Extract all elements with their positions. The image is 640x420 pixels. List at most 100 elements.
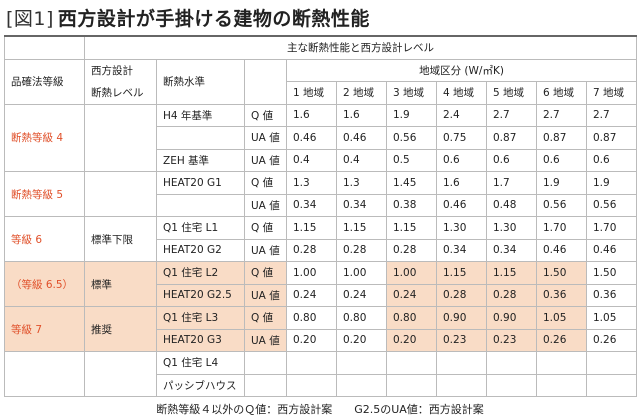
metric: UA 値 bbox=[244, 126, 287, 150]
table-row: HEAT20 G2 UA 値 0.28 0.28 0.28 0.34 0.34 0.46 0.4… bbox=[5, 238, 638, 262]
header-span-title: 主な断熱性能と西方設計レベル bbox=[83, 35, 638, 60]
value-cell: 0.87 bbox=[486, 126, 537, 150]
grade: （等級 6.5） bbox=[4, 261, 85, 307]
empty-cell bbox=[486, 351, 537, 375]
standard: パッシブハウス bbox=[156, 373, 245, 397]
grade: 等級 7 bbox=[4, 306, 85, 352]
grade bbox=[4, 351, 85, 397]
table-row: （等級 6.5） 標準 Q1 住宅 L2 Q 値 1.00 1.00 1.00 1.15 1.1… bbox=[4, 261, 638, 307]
value-cell: 1.30 bbox=[486, 216, 537, 240]
value-cell: 0.80 bbox=[336, 306, 387, 330]
value-cell: 1.15 bbox=[436, 261, 487, 285]
grade: 断熱等級 4 bbox=[4, 103, 85, 172]
value-cell: 0.87 bbox=[585, 126, 638, 150]
value-cell: 1.00 bbox=[286, 261, 337, 285]
metric: UA 値 bbox=[244, 193, 287, 217]
standard: Q1 住宅 L4 bbox=[156, 351, 245, 375]
table-row: 主な断熱性能と西方設計レベル bbox=[4, 35, 638, 60]
standard: Q1 住宅 L3 bbox=[156, 306, 245, 330]
table-row: 断熱等級 4 H4 年基準 Q 値 1.6 1.6 1.9 2.4 2.7 2.7 2.7 bbox=[4, 103, 638, 172]
metric bbox=[244, 351, 287, 375]
empty-cell bbox=[286, 373, 337, 397]
empty-cell bbox=[386, 351, 437, 375]
value-cell: 1.6 bbox=[286, 103, 337, 127]
level: 標準 bbox=[84, 261, 157, 307]
value-cell: 0.5 bbox=[386, 148, 437, 172]
level bbox=[84, 351, 157, 397]
value-cell: 0.28 bbox=[386, 238, 437, 262]
value-cell: 1.6 bbox=[436, 171, 487, 195]
value-cell: 0.26 bbox=[536, 328, 587, 352]
value-cell: 0.23 bbox=[436, 328, 487, 352]
value-cell: 1.50 bbox=[585, 261, 638, 285]
metric: UA 値 bbox=[244, 328, 287, 352]
value-cell: 1.3 bbox=[336, 171, 387, 195]
level: 推奨 bbox=[84, 306, 157, 352]
header-region-title: 地域区分 (W/㎡K) bbox=[285, 58, 638, 82]
empty-cell bbox=[536, 351, 587, 375]
value-cell: 0.34 bbox=[486, 238, 537, 262]
grade: 等級 6 bbox=[4, 216, 85, 262]
value-cell: 0.46 bbox=[536, 238, 587, 262]
empty-cell bbox=[336, 351, 387, 375]
value-cell: 0.4 bbox=[336, 148, 387, 172]
header-level-line: 西方設計 bbox=[91, 64, 133, 77]
empty-cell bbox=[486, 373, 537, 397]
value-cell: 0.87 bbox=[536, 126, 587, 150]
metric: UA 値 bbox=[244, 283, 287, 307]
standard: H4 年基準 bbox=[156, 103, 245, 127]
value-cell: 0.34 bbox=[286, 193, 337, 217]
value-cell: 1.6 bbox=[336, 103, 387, 127]
standard: ZEH 基準 bbox=[156, 148, 245, 172]
standard bbox=[156, 126, 245, 150]
value-cell: 1.70 bbox=[585, 216, 638, 240]
value-cell: 1.00 bbox=[386, 261, 437, 285]
value-cell: 1.45 bbox=[386, 171, 437, 195]
table-row: 断熱等級 5 HEAT20 G1 Q 値 1.3 1.3 1.45 1.6 1.7 1.9 1.9 bbox=[4, 171, 638, 217]
value-cell: 0.36 bbox=[585, 283, 638, 307]
empty-cell bbox=[436, 351, 487, 375]
value-cell: 0.90 bbox=[486, 306, 537, 330]
value-cell: 0.24 bbox=[386, 283, 437, 307]
value-cell: 0.6 bbox=[436, 148, 487, 172]
value-cell: 1.00 bbox=[336, 261, 387, 285]
value-cell: 1.50 bbox=[536, 261, 587, 285]
value-cell: 0.46 bbox=[585, 238, 638, 262]
value-cell: 1.9 bbox=[585, 171, 638, 195]
value-cell: 1.9 bbox=[536, 171, 587, 195]
value-cell: 2.7 bbox=[585, 103, 638, 127]
value-cell: 0.80 bbox=[386, 306, 437, 330]
metric bbox=[244, 373, 287, 397]
table-row: Q1 住宅 L4 bbox=[4, 351, 638, 397]
region-header: 7 地域 bbox=[585, 81, 638, 105]
metric: Q 値 bbox=[244, 171, 287, 195]
empty-cell bbox=[436, 373, 487, 397]
value-cell: 0.23 bbox=[486, 328, 537, 352]
value-cell: 0.46 bbox=[436, 193, 487, 217]
value-cell: 0.38 bbox=[386, 193, 437, 217]
table-row: ZEH 基準 UA 値 0.4 0.4 0.5 0.6 0.6 0.6 0.6 bbox=[5, 148, 638, 172]
empty-cell bbox=[585, 351, 638, 375]
table-row: 等級 6 標準下限 Q1 住宅 L1 Q 値 1.15 1.15 1.15 1.30 1.30 1… bbox=[4, 216, 638, 262]
value-cell: 1.15 bbox=[286, 216, 337, 240]
value-cell: 0.20 bbox=[286, 328, 337, 352]
table-row: 品確法等級 西方設計 断熱レベル 断熱水準 地域区分 (W/㎡K) bbox=[4, 58, 638, 105]
table-row: UA 値 0.34 0.34 0.38 0.46 0.48 0.56 0.56 bbox=[5, 193, 638, 217]
standard: Q1 住宅 L1 bbox=[156, 216, 245, 240]
value-cell: 0.36 bbox=[536, 283, 587, 307]
value-cell: 0.20 bbox=[386, 328, 437, 352]
value-cell: 0.28 bbox=[286, 238, 337, 262]
standard: HEAT20 G2 bbox=[156, 238, 245, 262]
value-cell: 2.7 bbox=[536, 103, 587, 127]
value-cell: 0.80 bbox=[286, 306, 337, 330]
empty-cell bbox=[536, 373, 587, 397]
value-cell: 1.15 bbox=[486, 261, 537, 285]
region-header: 6 地域 bbox=[536, 81, 587, 105]
value-cell: 1.05 bbox=[536, 306, 587, 330]
value-cell: 0.56 bbox=[585, 193, 638, 217]
value-cell: 2.7 bbox=[486, 103, 537, 127]
value-cell: 0.4 bbox=[286, 148, 337, 172]
standard: HEAT20 G1 bbox=[156, 171, 245, 195]
metric: Q 値 bbox=[244, 103, 287, 127]
